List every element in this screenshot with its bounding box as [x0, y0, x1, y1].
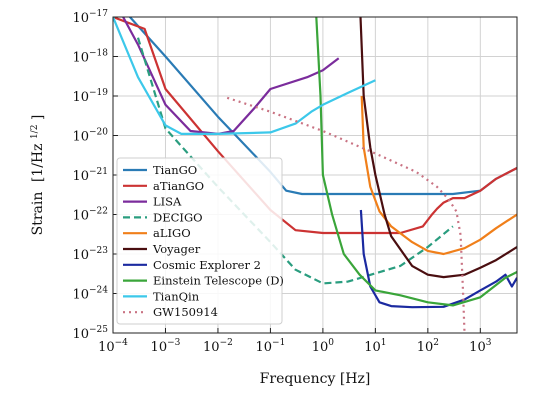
y-axis-title-exp: 1/2: [30, 125, 40, 139]
legend-box: [116, 157, 283, 325]
y-axis-ticks: 10−25 10−24 10−23 10−22 10−21 10−20 10−19 10−18…: [72, 9, 118, 342]
x-tick-label: 10−2: [203, 338, 233, 355]
x-tick-label: 101: [364, 338, 386, 355]
series-line-gw150914: [226, 96, 466, 333]
legend-label: aLIGO: [153, 226, 191, 240]
y-tick-label: 10−19: [72, 88, 108, 105]
series-line-lisa: [121, 17, 340, 135]
series-line-einstein-telescope-d: [315, 17, 517, 307]
x-tick-label: 10−3: [151, 338, 181, 355]
x-axis-ticks: 10−4 10−3 10−2 10−1 100 101 102 103: [98, 328, 492, 355]
series-line-voyager: [359, 17, 517, 279]
legend-label: TianQin: [153, 289, 200, 303]
y-tick-label: 10−23: [72, 246, 108, 263]
x-tick-label: 10−1: [256, 338, 286, 355]
legend-label: Einstein Telescope (D): [153, 274, 284, 288]
y-tick-label: 10−25: [72, 325, 108, 342]
series-line-aligo: [360, 95, 517, 256]
y-tick-label: 10−24: [72, 286, 108, 303]
y-tick-label: 10−20: [72, 128, 108, 145]
y-tick-label: 10−18: [72, 49, 108, 66]
legend-label: LISA: [153, 195, 182, 209]
series-line-tianqin: [113, 17, 376, 135]
legend-label: aTianGO: [153, 179, 204, 193]
y-tick-label: 10−21: [72, 167, 108, 184]
x-tick-label: 10−4: [98, 338, 128, 355]
y-axis-title-close: ]: [30, 115, 46, 120]
legend-label: TianGO: [153, 163, 197, 177]
y-axis-title: Strain [1/Hz 1/2 ]: [25, 115, 46, 236]
legend-label: Voyager: [152, 242, 201, 256]
x-tick-label: 103: [469, 338, 492, 355]
legend-label: GW150914: [153, 305, 218, 319]
y-axis-title-main: Strain: [30, 192, 46, 236]
legend-label: DECIGO: [153, 210, 203, 224]
x-tick-label: 100: [312, 338, 335, 355]
y-axis-title-unit: [1/Hz: [30, 143, 46, 182]
x-tick-label: 102: [417, 338, 439, 355]
x-axis-title: Frequency [Hz]: [260, 371, 371, 387]
y-tick-label: 10−22: [72, 207, 108, 224]
legend-label: Cosmic Explorer 2: [153, 258, 261, 272]
y-tick-label: 10−17: [72, 9, 108, 26]
series-line-atiango: [113, 17, 517, 235]
